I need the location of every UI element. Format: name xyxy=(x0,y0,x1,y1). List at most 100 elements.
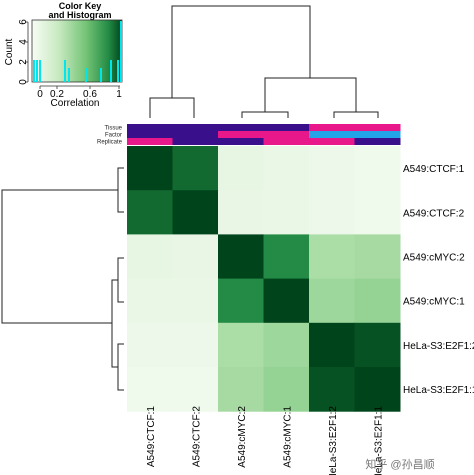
annotation-label: Replicate xyxy=(97,140,123,146)
annotation-replicate-cell xyxy=(218,138,264,145)
heatmap-cell xyxy=(354,322,401,368)
color-key-subtitle: and Histogram xyxy=(48,10,111,20)
heatmap-cell xyxy=(172,367,219,412)
row-label: HeLa-S3:E2F1:2 xyxy=(403,341,474,352)
color-key-title: Color Key xyxy=(59,1,102,11)
color-key-x-tick: 0.2 xyxy=(50,89,64,100)
annotation-tissue-cell xyxy=(263,124,310,131)
annotation-label: Factor xyxy=(105,133,122,139)
color-key-y-tick: 2 xyxy=(18,59,29,65)
column-dendrogram xyxy=(149,5,379,118)
color-key-x-tick: 1 xyxy=(116,89,122,100)
histogram-bar xyxy=(100,68,102,82)
row-dendrogram xyxy=(1,167,124,391)
color-key-y-tick: 4 xyxy=(18,39,29,45)
color-key-y-tick: 0 xyxy=(18,79,29,85)
heatmap-cell xyxy=(354,367,401,412)
heatmap-cell xyxy=(172,146,219,191)
color-key-histogram xyxy=(33,21,122,82)
heatmap-cell xyxy=(218,190,264,235)
heatmap-cell xyxy=(218,322,264,368)
annotation-bars xyxy=(127,124,401,145)
color-key-x-tick: 0 xyxy=(37,89,43,100)
heatmap-cell xyxy=(127,367,173,412)
heatmap-cell xyxy=(309,234,355,280)
column-labels: A549:CTCF:1 A549:CTCF:2 A549:cMYC:2 A549:cM… xyxy=(146,406,385,475)
heatmap-cell xyxy=(218,234,264,280)
column-label: HeLa-S3:E2F1:1 xyxy=(373,406,384,475)
heatmap-cell xyxy=(127,190,173,235)
annotation-replicate-cell xyxy=(127,138,173,145)
heatmap-cell xyxy=(354,146,401,191)
heatmap-cell xyxy=(218,278,264,324)
histogram-bar xyxy=(120,21,122,82)
color-key-ylabel: Count xyxy=(4,38,15,65)
annotation-factor-cell xyxy=(218,131,264,138)
histogram-bar xyxy=(68,68,70,82)
row-label: A549:cMYC:1 xyxy=(403,297,465,308)
column-label: HeLa-S3:E2F1:2 xyxy=(328,406,339,475)
heatmap-cell xyxy=(309,146,355,191)
heatmap-cell xyxy=(263,190,310,235)
heatmap-cell xyxy=(172,190,219,235)
heatmap-cell xyxy=(309,322,355,368)
annotation-tissue-cell xyxy=(354,124,401,131)
annotation-factor-cell xyxy=(309,131,355,138)
histogram-bar xyxy=(39,60,41,82)
heatmap-cell xyxy=(354,278,401,324)
heatmap-cell xyxy=(263,278,310,324)
histogram-bar xyxy=(110,60,112,82)
annotation-factor-cell xyxy=(354,131,401,138)
annotation-label: Tissue xyxy=(105,126,123,132)
heatmap-cell xyxy=(309,278,355,324)
heatmap-cell xyxy=(309,367,355,412)
color-key-x-tick: 0.6 xyxy=(83,89,97,100)
annotation-replicate-cell xyxy=(354,138,401,145)
column-label: A549:CTCF:2 xyxy=(191,406,202,468)
annotation-tissue-cell xyxy=(127,124,173,131)
heatmap-cell xyxy=(172,234,219,280)
annotation-replicate-cell xyxy=(309,138,355,145)
heatmap-cell xyxy=(218,367,264,412)
color-key-y-tick: 6 xyxy=(18,19,29,25)
heatmap-cell xyxy=(263,322,310,368)
row-label: A549:cMYC:2 xyxy=(403,253,465,264)
annotation-factor-cell xyxy=(172,131,219,138)
annotation-tissue-cell xyxy=(172,124,219,131)
watermark: 知乎 @孙昌顺 xyxy=(365,457,434,471)
heatmap-cell xyxy=(309,190,355,235)
heatmap-cell xyxy=(127,146,173,191)
heatmap-cell xyxy=(218,146,264,191)
color-key-gradient xyxy=(31,19,123,83)
histogram-bar xyxy=(64,60,66,82)
annotation-tissue-cell xyxy=(309,124,355,131)
histogram-bar xyxy=(33,60,35,82)
heatmap-cell xyxy=(263,234,310,280)
annotation-replicate-cell xyxy=(263,138,310,145)
column-label: A549:cMYC:1 xyxy=(282,406,293,468)
color-key-xlabel: Correlation xyxy=(51,98,100,109)
heatmap-cell xyxy=(127,278,173,324)
row-label: HeLa-S3:E2F1:1 xyxy=(403,385,474,396)
column-label: A549:cMYC:2 xyxy=(237,406,248,468)
heatmap-cells xyxy=(127,146,401,412)
row-label: A549:CTCF:2 xyxy=(403,208,465,219)
color-key-y-ticks: 0 2 4 6 xyxy=(18,19,29,85)
row-labels: A549:CTCF:1 A549:CTCF:2 A549:cMYC:2 A549:cM… xyxy=(403,164,474,396)
histogram-bar xyxy=(36,60,38,82)
heatmap-cell xyxy=(127,234,173,280)
heatmap-cell xyxy=(263,367,310,412)
color-key: Color Key and Histogram xyxy=(4,1,123,109)
heatmap-cell xyxy=(172,278,219,324)
color-key-x-ticks: 0 0.2 0.6 1 xyxy=(37,86,122,100)
annotation-replicate-cell xyxy=(172,138,219,145)
heatmap-cell xyxy=(263,146,310,191)
histogram-bar xyxy=(117,60,119,82)
histogram-bar xyxy=(85,68,87,82)
heatmap-cell xyxy=(172,322,219,368)
heatmap-cell xyxy=(127,322,173,368)
heatmap-cell xyxy=(354,234,401,280)
annotation-tissue-cell xyxy=(218,124,264,131)
